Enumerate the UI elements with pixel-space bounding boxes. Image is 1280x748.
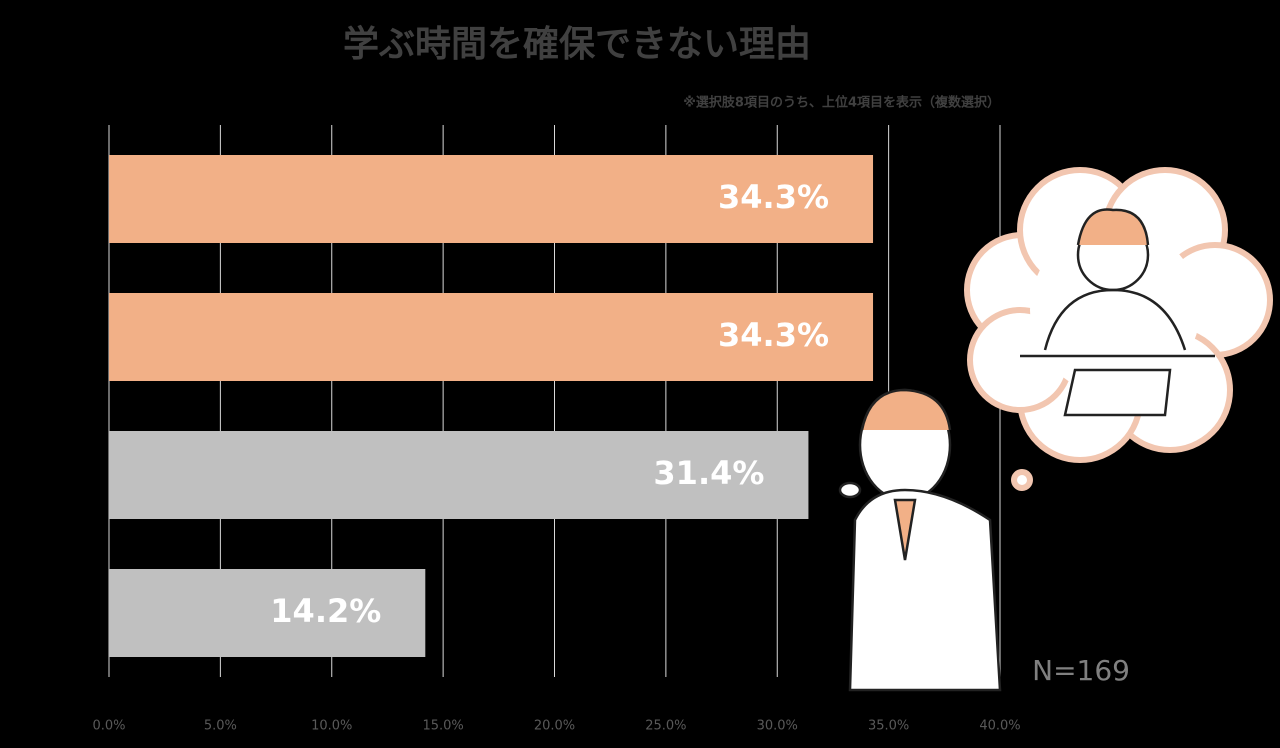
illustration-man [838,388,1002,692]
x-tick-label: 40.0% [979,719,1020,734]
x-tick-label: 0.0% [92,719,125,734]
value-label: 34.3% [718,178,829,216]
chart-title: 学ぶ時間を確保できない理由 [343,23,811,65]
x-tick-label: 35.0% [868,719,909,734]
value-label: 34.3% [718,316,829,354]
value-label: 14.2% [270,592,381,630]
x-tick-label: 20.0% [534,719,575,734]
x-tick-label: 15.0% [422,719,463,734]
bar [109,155,874,243]
value-label: 31.4% [653,454,764,492]
x-tick-label: 5.0% [204,719,237,734]
chart-subtitle: ※選択肢8項目のうち、上位4項目を表示（複数選択） [683,95,1000,111]
x-tick-label: 10.0% [311,719,352,734]
illustration-student [1020,208,1215,417]
bar [109,569,426,657]
illustration [964,167,1273,491]
bar [109,293,874,381]
annotation: N=169 [1032,654,1130,687]
x-tick-label: 25.0% [645,719,686,734]
x-tick-label: 30.0% [757,719,798,734]
bars: 34.3% 34.3% 31.4% 14.2% [109,155,874,657]
bar [109,431,809,519]
